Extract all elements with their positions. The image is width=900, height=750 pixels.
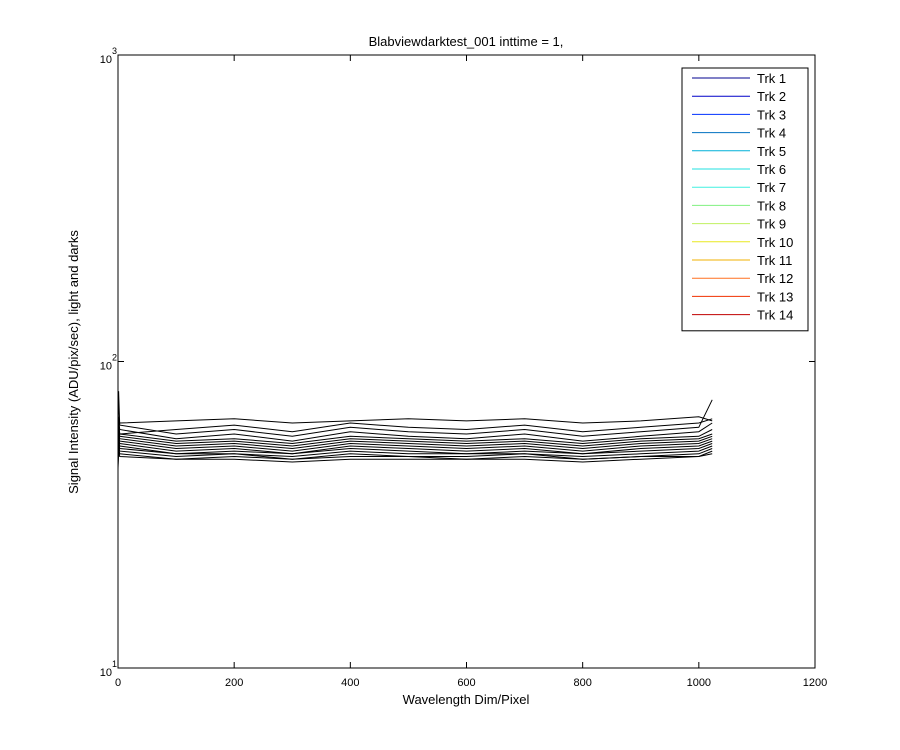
- legend-label: Trk 8: [757, 198, 786, 213]
- legend-label: Trk 10: [757, 235, 793, 250]
- chart-title: Blabviewdarktest_001 inttime = 1,: [369, 34, 564, 49]
- x-tick-label: 200: [225, 677, 243, 689]
- series-line: [117, 420, 713, 447]
- x-tick-label: 800: [573, 677, 591, 689]
- legend-label: Trk 11: [757, 253, 792, 268]
- series-line: [117, 438, 713, 457]
- series-line: [117, 391, 713, 442]
- series-line: [117, 425, 713, 449]
- legend-label: Trk 7: [757, 180, 786, 195]
- legend-label: Trk 6: [757, 162, 786, 177]
- series-line: [117, 416, 713, 444]
- y-axis-label: Signal Intensity (ADU/pix/sec), light an…: [66, 230, 81, 494]
- series-line: [117, 418, 713, 471]
- y-tick-exponent: 2: [112, 353, 117, 363]
- series-line: [117, 433, 713, 454]
- x-tick-label: 1000: [687, 677, 711, 689]
- legend-label: Trk 14: [757, 308, 793, 323]
- legend-label: Trk 13: [757, 289, 793, 304]
- x-tick-label: 400: [341, 677, 359, 689]
- y-tick-label: 10: [100, 361, 112, 373]
- x-tick-label: 600: [457, 677, 475, 689]
- legend-label: Trk 12: [757, 271, 793, 286]
- x-tick-label: 0: [115, 677, 121, 689]
- series-line: [117, 429, 713, 452]
- legend-label: Trk 5: [757, 144, 786, 159]
- legend-label: Trk 2: [757, 89, 786, 104]
- series-line: [117, 416, 713, 465]
- y-tick-exponent: 3: [112, 46, 117, 56]
- legend-label: Trk 1: [757, 71, 786, 86]
- series-line: [117, 448, 713, 468]
- legend-label: Trk 9: [757, 217, 786, 232]
- series-line: [117, 441, 713, 460]
- legend-label: Trk 4: [757, 126, 786, 141]
- y-tick-label: 10: [100, 54, 112, 66]
- series-line: [117, 436, 713, 455]
- x-axis-label: Wavelength Dim/Pixel: [403, 692, 530, 707]
- series-line: [117, 445, 713, 465]
- legend: Trk 1 Trk 2 Trk 3 Trk 4 Trk 5 Trk 6 Trk 7 Trk 8…: [681, 67, 809, 332]
- y-tick-label: 10: [100, 667, 112, 679]
- x-tick-label: 1200: [803, 677, 827, 689]
- legend-box: [681, 67, 809, 332]
- y-tick-exponent: 1: [112, 659, 117, 669]
- legend-label: Trk 3: [757, 107, 786, 122]
